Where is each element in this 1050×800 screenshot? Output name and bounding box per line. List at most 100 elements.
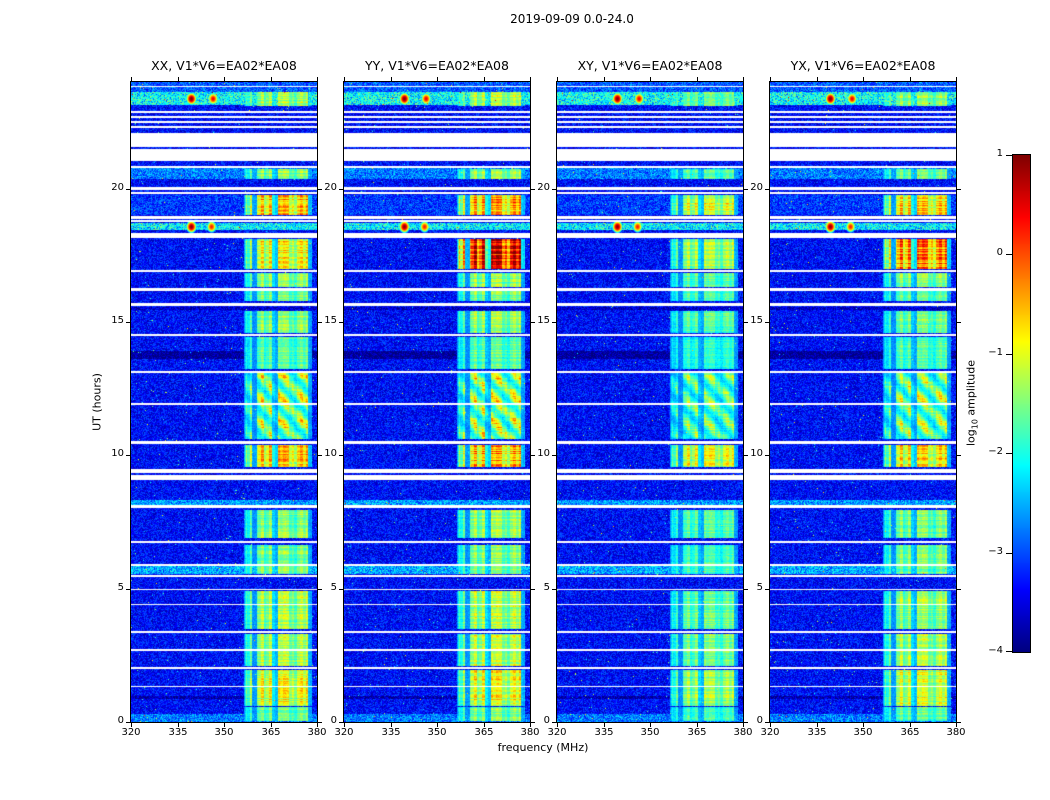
tick-mark (1006, 651, 1012, 652)
y-tick-label: 20 (111, 182, 124, 193)
tick-mark (957, 322, 961, 323)
y-tick-label: 0 (756, 715, 763, 726)
x-tick-label: 365 (261, 727, 281, 738)
tick-mark (957, 189, 961, 190)
x-tick-label: 335 (807, 727, 827, 738)
x-tick-label: 320 (547, 727, 567, 738)
tick-mark (765, 189, 769, 190)
tick-mark (317, 77, 318, 81)
tick-mark (650, 77, 651, 81)
tick-mark (224, 723, 225, 727)
tick-mark (437, 723, 438, 727)
y-tick-label: 5 (330, 582, 337, 593)
tick-mark (178, 77, 179, 81)
tick-mark (318, 189, 322, 190)
tick-mark (391, 77, 392, 81)
x-tick-label: 320 (334, 727, 354, 738)
tick-mark (131, 77, 132, 81)
y-tick-label: 10 (750, 448, 763, 459)
colorbar-tick-label: −1 (988, 347, 1003, 358)
tick-mark (1006, 155, 1012, 156)
tick-mark (131, 723, 132, 727)
tick-mark (484, 723, 485, 727)
colorbar-label-suffix: amplitude (964, 359, 978, 420)
x-tick-label: 380 (307, 727, 327, 738)
tick-mark (956, 723, 957, 727)
y-tick-label: 10 (537, 448, 550, 459)
y-tick-label: 20 (324, 182, 337, 193)
tick-mark (126, 189, 130, 190)
tick-mark (391, 723, 392, 727)
tick-mark (318, 722, 322, 723)
panel-title: XY, V1*V6=EA02*EA08 (577, 58, 723, 73)
tick-mark (339, 322, 343, 323)
tick-mark (344, 77, 345, 81)
x-tick-label: 350 (640, 727, 660, 738)
tick-mark (956, 77, 957, 81)
spectrogram-canvas-yx (769, 81, 957, 723)
x-tick-label: 380 (946, 727, 966, 738)
colorbar-label-subscript: 10 (970, 419, 980, 430)
tick-mark (770, 723, 771, 727)
tick-mark (604, 77, 605, 81)
x-tick-label: 380 (733, 727, 753, 738)
x-tick-label: 320 (121, 727, 141, 738)
tick-mark (765, 589, 769, 590)
tick-mark (552, 455, 556, 456)
x-tick-label: 365 (474, 727, 494, 738)
tick-mark (604, 723, 605, 727)
y-tick-label: 15 (537, 315, 550, 326)
y-tick-label: 20 (537, 182, 550, 193)
colorbar (1012, 154, 1031, 653)
colorbar-label: log10 amplitude (964, 360, 979, 446)
tick-mark (957, 589, 961, 590)
tick-mark (271, 723, 272, 727)
x-tick-label: 335 (594, 727, 614, 738)
tick-mark (744, 322, 748, 323)
x-axis-label: frequency (MHz) (497, 741, 589, 754)
spectrogram-canvas-yy (343, 81, 531, 723)
x-tick-label: 365 (900, 727, 920, 738)
tick-mark (1006, 553, 1012, 554)
spectrogram-panel-xx: XX, V1*V6=EA02*EA08 (130, 58, 318, 738)
tick-mark (557, 723, 558, 727)
tick-mark (339, 189, 343, 190)
tick-mark (765, 722, 769, 723)
tick-mark (318, 455, 322, 456)
y-tick-label: 15 (111, 315, 124, 326)
tick-mark (552, 722, 556, 723)
tick-mark (339, 589, 343, 590)
spectrogram-panel-yx: YX, V1*V6=EA02*EA08 (769, 58, 957, 738)
y-tick-label: 15 (750, 315, 763, 326)
tick-mark (126, 455, 130, 456)
tick-mark (126, 589, 130, 590)
tick-mark (531, 322, 535, 323)
tick-mark (344, 723, 345, 727)
y-tick-label: 0 (117, 715, 124, 726)
y-tick-label: 10 (111, 448, 124, 459)
tick-mark (531, 589, 535, 590)
tick-mark (1006, 453, 1012, 454)
tick-mark (743, 77, 744, 81)
y-tick-label: 0 (543, 715, 550, 726)
y-tick-label: 0 (330, 715, 337, 726)
colorbar-tick-label: −2 (988, 446, 1003, 457)
tick-mark (126, 322, 130, 323)
tick-mark (531, 722, 535, 723)
tick-mark (910, 77, 911, 81)
panel-title: YX, V1*V6=EA02*EA08 (790, 58, 936, 73)
spectrogram-panel-xy: XY, V1*V6=EA02*EA08 (556, 58, 744, 738)
tick-mark (650, 723, 651, 727)
tick-mark (317, 723, 318, 727)
tick-mark (552, 189, 556, 190)
tick-mark (224, 77, 225, 81)
tick-mark (318, 589, 322, 590)
tick-mark (557, 77, 558, 81)
y-tick-label: 5 (543, 582, 550, 593)
colorbar-label-prefix: log (964, 429, 978, 447)
x-tick-label: 320 (760, 727, 780, 738)
tick-mark (531, 455, 535, 456)
x-tick-label: 350 (853, 727, 873, 738)
tick-mark (744, 722, 748, 723)
colorbar-tick-label: 1 (996, 148, 1003, 159)
